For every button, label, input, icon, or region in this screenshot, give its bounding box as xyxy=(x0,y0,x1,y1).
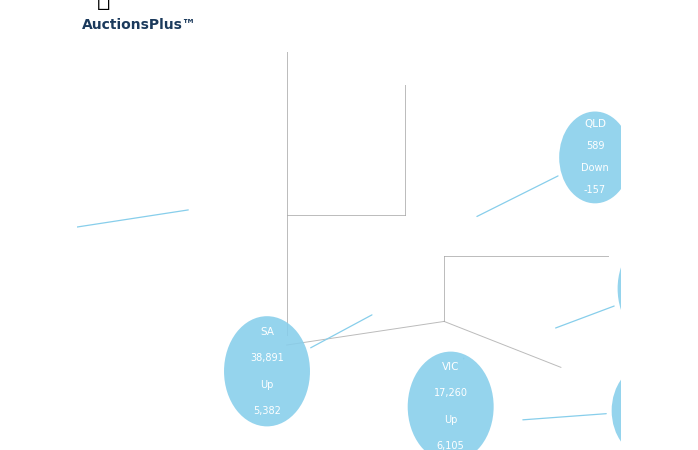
Text: QLD: QLD xyxy=(584,119,606,129)
Ellipse shape xyxy=(0,181,61,291)
Ellipse shape xyxy=(559,112,631,203)
Text: -157: -157 xyxy=(584,185,606,195)
Text: 7,209: 7,209 xyxy=(646,323,674,333)
Text: TAS: TAS xyxy=(638,373,657,382)
Ellipse shape xyxy=(224,316,310,427)
Text: 41,423: 41,423 xyxy=(644,270,678,280)
Text: SA: SA xyxy=(260,327,274,337)
Text: 38,891: 38,891 xyxy=(250,353,284,363)
Text: 17,260: 17,260 xyxy=(433,388,468,399)
Text: Up: Up xyxy=(654,297,667,307)
Text: WA: WA xyxy=(9,192,26,202)
Text: NSW: NSW xyxy=(648,244,673,254)
Text: Down: Down xyxy=(634,417,661,427)
Ellipse shape xyxy=(408,351,493,450)
Text: Up: Up xyxy=(444,415,457,425)
Ellipse shape xyxy=(611,364,683,450)
Text: VIC: VIC xyxy=(442,362,459,372)
Text: -243: -243 xyxy=(637,439,658,449)
Text: 6,105: 6,105 xyxy=(437,441,465,450)
Text: -102: -102 xyxy=(7,271,29,281)
Text: Down: Down xyxy=(581,163,609,173)
Text: 833: 833 xyxy=(8,218,27,228)
Text: 589: 589 xyxy=(586,141,604,151)
Text: 305: 305 xyxy=(638,395,657,405)
Text: AuctionsPlus™: AuctionsPlus™ xyxy=(82,18,197,32)
Text: Up: Up xyxy=(260,379,274,390)
Text: 🐄: 🐄 xyxy=(97,0,111,10)
Text: 5,382: 5,382 xyxy=(253,406,281,416)
Ellipse shape xyxy=(618,234,698,344)
Text: Down: Down xyxy=(4,244,31,254)
